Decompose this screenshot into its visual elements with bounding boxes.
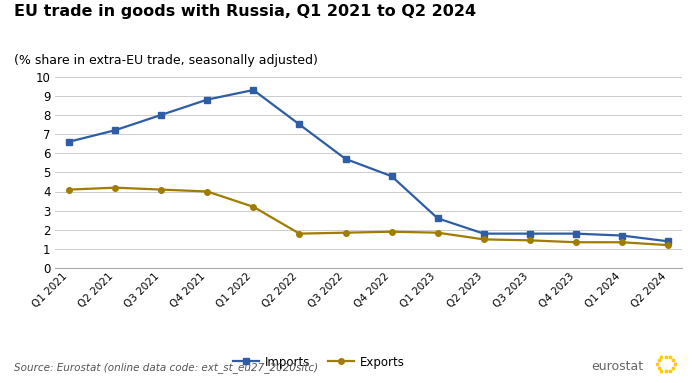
- Text: EU trade in goods with Russia, Q1 2021 to Q2 2024: EU trade in goods with Russia, Q1 2021 t…: [14, 4, 476, 19]
- Text: eurostat: eurostat: [592, 360, 643, 373]
- Legend: Imports, Exports: Imports, Exports: [228, 351, 409, 373]
- Text: (% share in extra-EU trade, seasonally adjusted): (% share in extra-EU trade, seasonally a…: [14, 54, 318, 67]
- Text: Source: Eurostat (online data code: ext_st_eu27_2020sitc): Source: Eurostat (online data code: ext_…: [14, 363, 318, 373]
